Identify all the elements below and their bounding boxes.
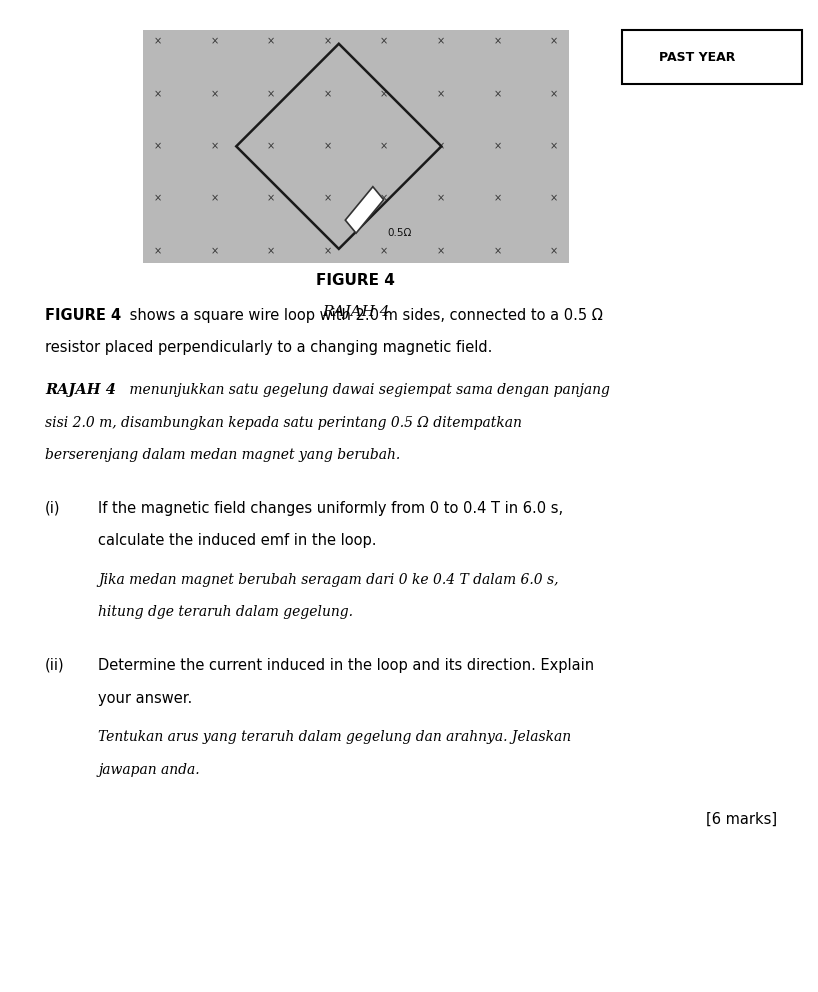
- Text: ×: ×: [154, 89, 162, 99]
- Text: hitung dge teraruh dalam gegelung.: hitung dge teraruh dalam gegelung.: [98, 605, 353, 619]
- Text: resistor placed perpendicularly to a changing magnetic field.: resistor placed perpendicularly to a cha…: [45, 340, 492, 355]
- Text: berserenjang dalam medan magnet yang berubah.: berserenjang dalam medan magnet yang ber…: [45, 448, 400, 462]
- Text: ×: ×: [550, 193, 558, 203]
- Text: ×: ×: [267, 246, 275, 256]
- Bar: [345, 186, 384, 233]
- Text: ×: ×: [493, 141, 501, 152]
- Bar: [622, 30, 802, 84]
- Text: ×: ×: [267, 37, 275, 47]
- Text: calculate the induced emf in the loop.: calculate the induced emf in the loop.: [98, 534, 376, 549]
- Text: ×: ×: [154, 246, 162, 256]
- Text: ×: ×: [210, 141, 218, 152]
- Bar: [143, 30, 569, 263]
- Text: ×: ×: [493, 89, 501, 99]
- Text: (i): (i): [45, 501, 61, 516]
- Text: ×: ×: [267, 141, 275, 152]
- Text: ×: ×: [380, 141, 389, 152]
- Text: Jika medan magnet berubah seragam dari 0 ke 0.4 T dalam 6.0 s,: Jika medan magnet berubah seragam dari 0…: [98, 572, 559, 586]
- Text: jawapan anda.: jawapan anda.: [98, 763, 200, 777]
- Text: ×: ×: [267, 193, 275, 203]
- Text: ×: ×: [380, 246, 389, 256]
- Text: ×: ×: [437, 89, 445, 99]
- Text: ×: ×: [437, 141, 445, 152]
- Text: shows a square wire loop with 2.0 m sides, connected to a 0.5 Ω: shows a square wire loop with 2.0 m side…: [125, 308, 603, 322]
- Text: ×: ×: [437, 193, 445, 203]
- Text: ×: ×: [493, 193, 501, 203]
- Text: ×: ×: [437, 37, 445, 47]
- Text: ×: ×: [210, 193, 218, 203]
- Text: RAJAH 4: RAJAH 4: [322, 305, 389, 318]
- Text: Determine the current induced in the loop and its direction. Explain: Determine the current induced in the loo…: [98, 658, 595, 673]
- Text: ×: ×: [154, 37, 162, 47]
- Text: ×: ×: [210, 37, 218, 47]
- Text: ×: ×: [154, 141, 162, 152]
- Text: ×: ×: [267, 89, 275, 99]
- Text: Tentukan arus yang teraruh dalam gegelung dan arahnya. Jelaskan: Tentukan arus yang teraruh dalam gegelun…: [98, 730, 571, 744]
- Text: ×: ×: [493, 37, 501, 47]
- Text: ×: ×: [323, 141, 331, 152]
- Text: FIGURE 4: FIGURE 4: [317, 273, 395, 288]
- Text: RAJAH 4: RAJAH 4: [45, 383, 116, 397]
- Text: ×: ×: [550, 89, 558, 99]
- Text: ×: ×: [323, 246, 331, 256]
- Text: ×: ×: [437, 246, 445, 256]
- Text: ×: ×: [550, 141, 558, 152]
- Text: menunjukkan satu gegelung dawai segiempat sama dengan panjang: menunjukkan satu gegelung dawai segiempa…: [125, 383, 610, 397]
- Text: [6 marks]: [6 marks]: [706, 811, 777, 826]
- Text: your answer.: your answer.: [98, 690, 192, 705]
- Text: ×: ×: [210, 89, 218, 99]
- Text: ×: ×: [550, 37, 558, 47]
- Text: ×: ×: [210, 246, 218, 256]
- Text: ×: ×: [323, 37, 331, 47]
- Text: ×: ×: [154, 193, 162, 203]
- Text: ×: ×: [380, 193, 389, 203]
- Text: FIGURE 4: FIGURE 4: [45, 308, 121, 322]
- Text: PAST YEAR: PAST YEAR: [659, 51, 735, 63]
- Text: ×: ×: [380, 37, 389, 47]
- Text: ×: ×: [323, 89, 331, 99]
- Text: If the magnetic field changes uniformly from 0 to 0.4 T in 6.0 s,: If the magnetic field changes uniformly …: [98, 501, 564, 516]
- Text: ×: ×: [323, 193, 331, 203]
- Text: (ii): (ii): [45, 658, 65, 673]
- Text: 0.5Ω: 0.5Ω: [388, 228, 412, 238]
- Text: ×: ×: [550, 246, 558, 256]
- Text: ×: ×: [380, 89, 389, 99]
- Text: ×: ×: [493, 246, 501, 256]
- Text: sisi 2.0 m, disambungkan kepada satu perintang 0.5 Ω ditempatkan: sisi 2.0 m, disambungkan kepada satu per…: [45, 416, 522, 430]
